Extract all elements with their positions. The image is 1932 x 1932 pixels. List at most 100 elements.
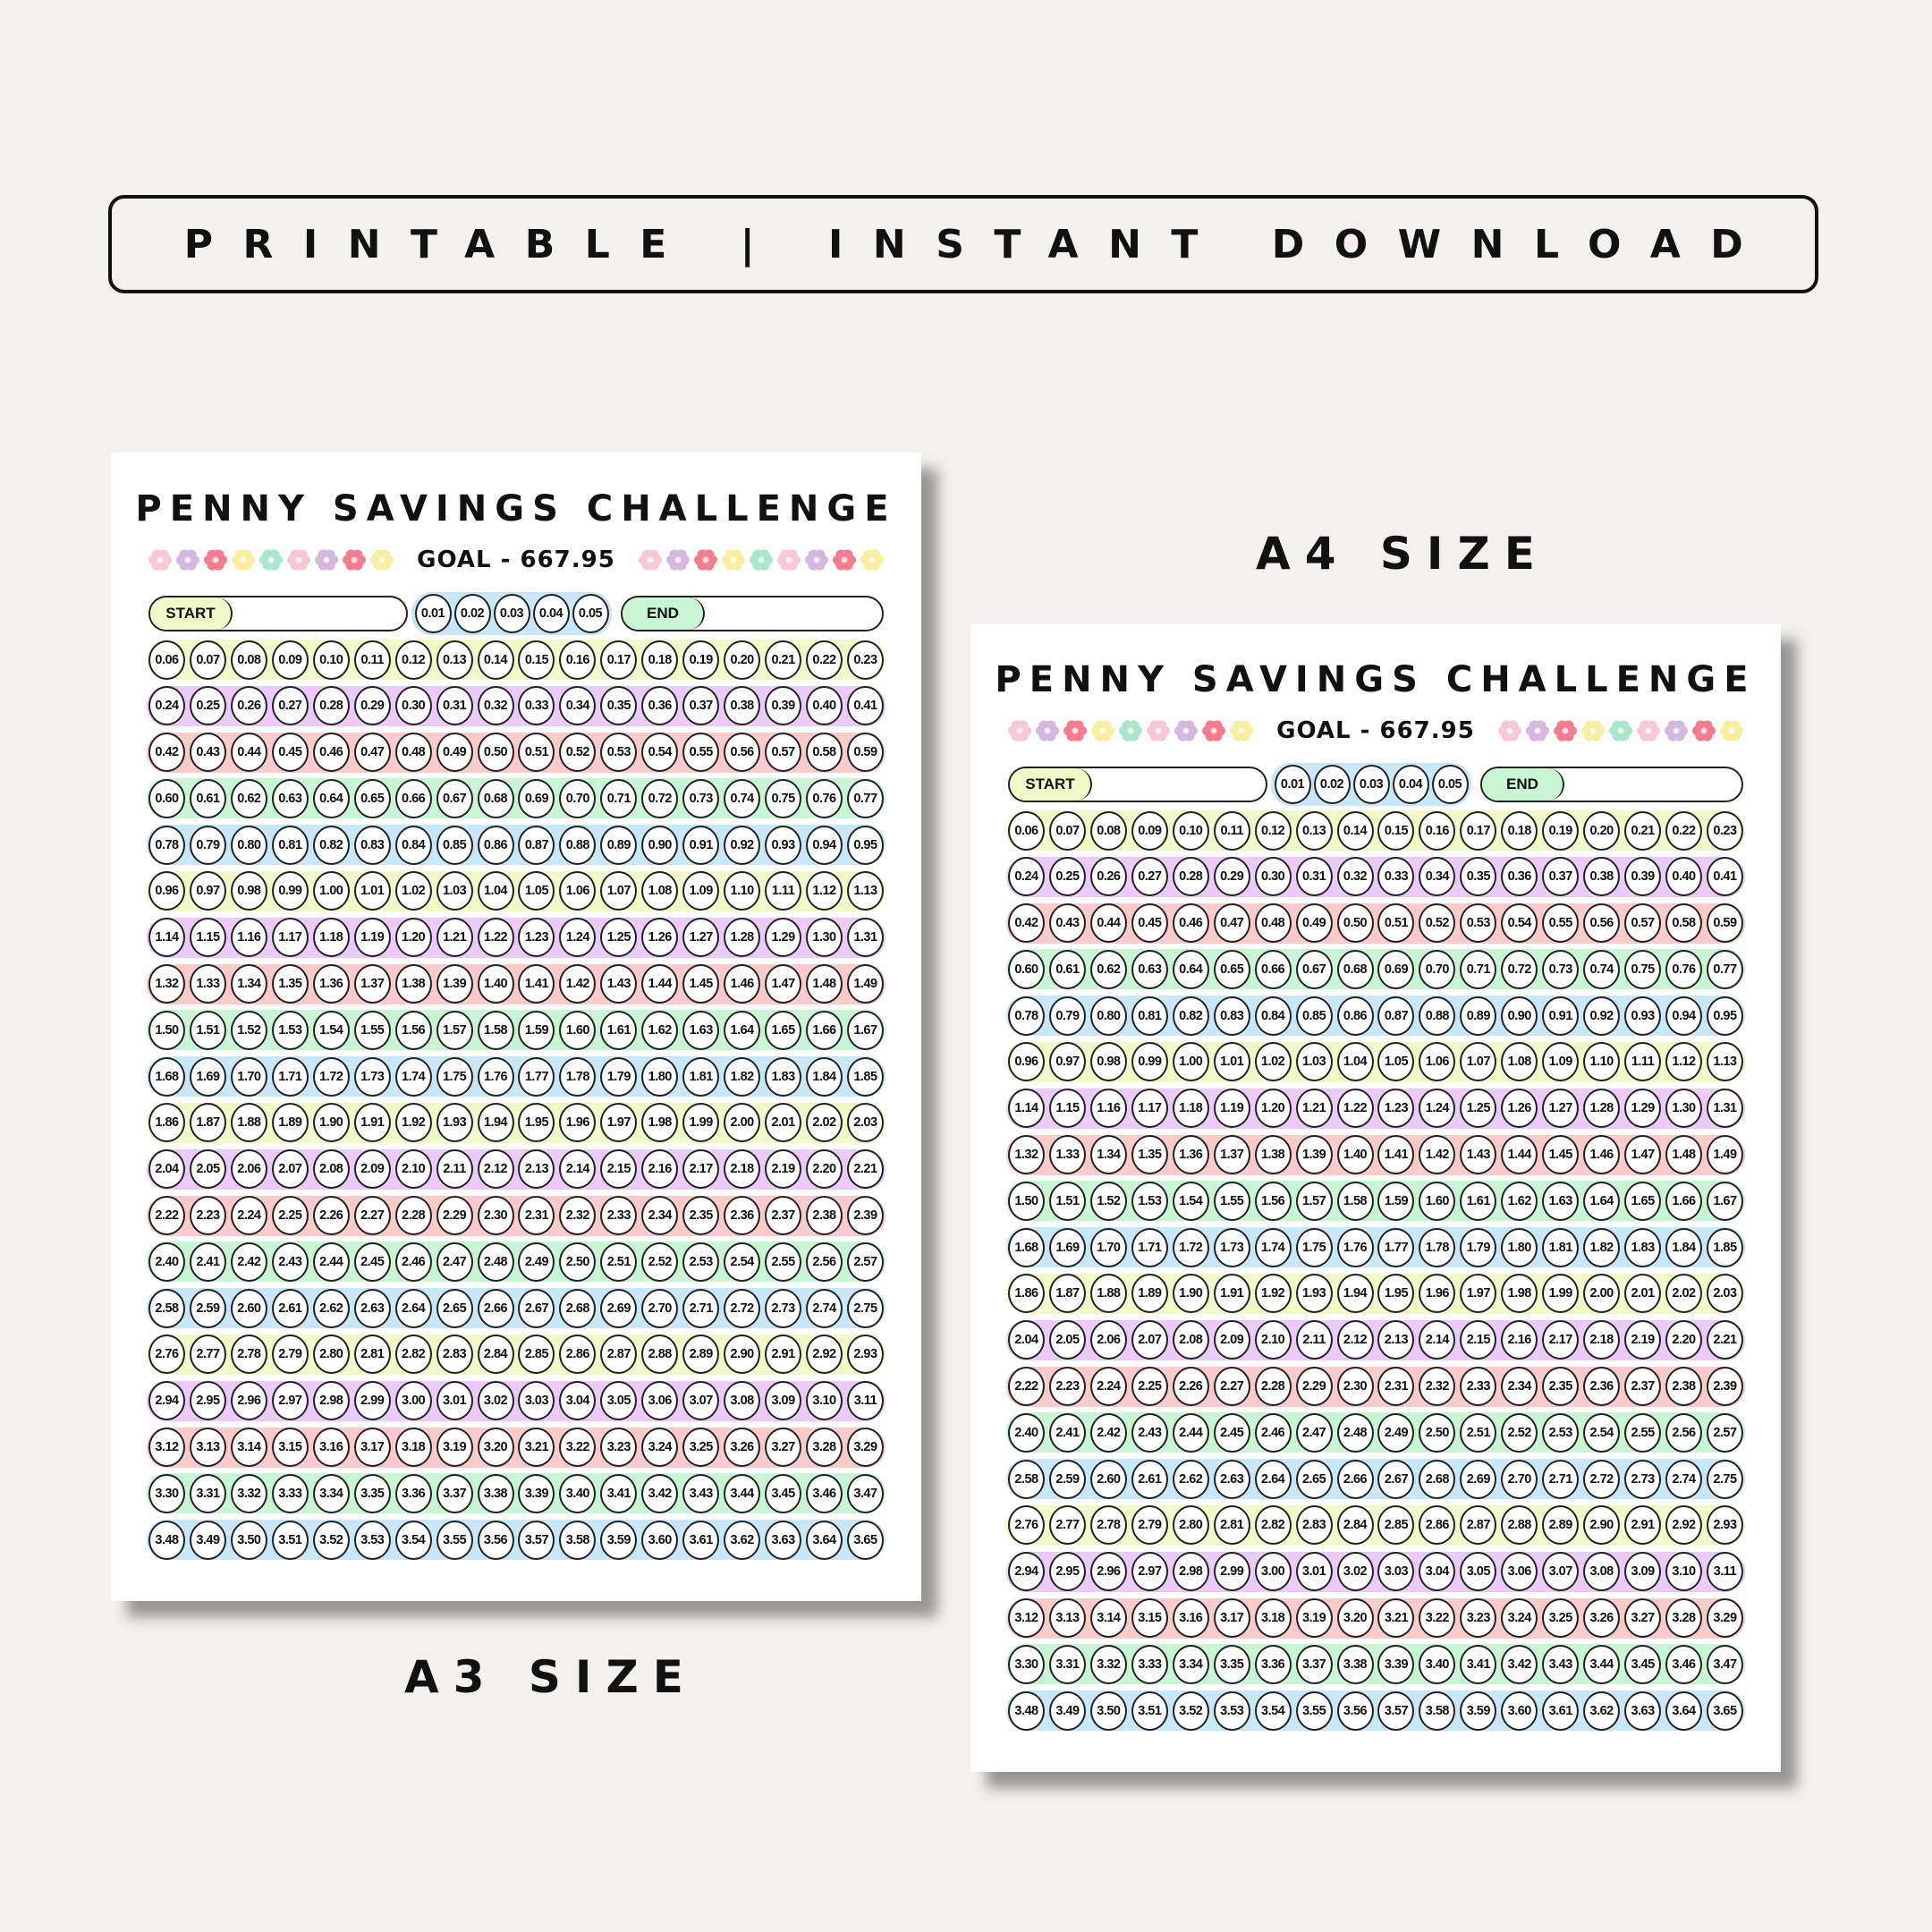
coin-circle[interactable]: 0.20 — [1583, 810, 1621, 851]
coin-circle[interactable]: 3.57 — [518, 1520, 555, 1560]
coin-circle[interactable]: 1.57 — [1295, 1181, 1333, 1221]
coin-circle[interactable]: 0.50 — [477, 733, 514, 773]
coin-circle[interactable]: 3.54 — [1254, 1690, 1292, 1731]
coin-circle[interactable]: 0.19 — [1542, 810, 1580, 851]
coin-circle[interactable]: 3.25 — [1542, 1598, 1580, 1639]
coin-circle[interactable]: 2.11 — [1295, 1320, 1333, 1360]
coin-circle[interactable]: 1.86 — [148, 1103, 185, 1143]
coin-circle[interactable]: 1.89 — [1131, 1274, 1168, 1314]
coin-circle[interactable]: 2.35 — [1542, 1367, 1580, 1407]
coin-circle[interactable]: 0.01 — [414, 594, 452, 633]
coin-circle[interactable]: 2.63 — [353, 1288, 391, 1328]
coin-circle[interactable]: 0.69 — [1377, 949, 1415, 989]
coin-circle[interactable]: 2.98 — [312, 1381, 350, 1421]
coin-circle[interactable]: 1.17 — [1131, 1089, 1168, 1129]
coin-circle[interactable]: 0.60 — [1008, 949, 1045, 989]
coin-circle[interactable]: 2.65 — [1295, 1459, 1333, 1499]
coin-circle[interactable]: 3.02 — [1336, 1552, 1374, 1592]
coin-circle[interactable]: 2.90 — [1583, 1505, 1621, 1546]
coin-circle[interactable]: 3.59 — [600, 1520, 638, 1560]
coin-circle[interactable]: 0.41 — [1706, 857, 1743, 897]
coin-circle[interactable]: 0.31 — [1295, 857, 1333, 897]
coin-circle[interactable]: 0.21 — [765, 640, 802, 680]
coin-circle[interactable]: 3.06 — [641, 1381, 679, 1421]
coin-circle[interactable]: 3.58 — [1419, 1690, 1456, 1731]
coin-circle[interactable]: 0.67 — [436, 778, 473, 818]
coin-circle[interactable]: 1.09 — [1542, 1042, 1580, 1082]
coin-circle[interactable]: 3.11 — [846, 1381, 884, 1421]
coin-circle[interactable]: 1.09 — [682, 871, 720, 911]
coin-circle[interactable]: 3.56 — [477, 1520, 514, 1560]
coin-circle[interactable]: 3.49 — [1048, 1690, 1086, 1731]
coin-circle[interactable]: 1.68 — [148, 1056, 185, 1097]
coin-circle[interactable]: 2.58 — [1008, 1459, 1045, 1499]
coin-circle[interactable]: 1.90 — [1172, 1274, 1209, 1314]
coin-circle[interactable]: 1.96 — [559, 1103, 597, 1143]
coin-circle[interactable]: 2.26 — [1172, 1367, 1209, 1407]
coin-circle[interactable]: 1.59 — [1377, 1181, 1415, 1221]
coin-circle[interactable]: 3.15 — [271, 1428, 309, 1468]
coin-circle[interactable]: 1.27 — [682, 918, 720, 958]
coin-circle[interactable]: 0.62 — [1089, 949, 1127, 989]
coin-circle[interactable]: 3.58 — [559, 1520, 597, 1560]
coin-circle[interactable]: 3.03 — [1377, 1552, 1415, 1592]
coin-circle[interactable]: 2.81 — [1213, 1505, 1250, 1546]
coin-circle[interactable]: 2.57 — [1706, 1412, 1743, 1453]
coin-circle[interactable]: 0.35 — [600, 686, 638, 726]
coin-circle[interactable]: 3.36 — [394, 1473, 432, 1513]
coin-circle[interactable]: 1.19 — [1213, 1089, 1250, 1129]
coin-circle[interactable]: 1.50 — [1008, 1181, 1045, 1221]
coin-circle[interactable]: 3.37 — [436, 1473, 473, 1513]
coin-circle[interactable]: 2.37 — [1624, 1367, 1662, 1407]
coin-circle[interactable]: 2.88 — [641, 1335, 679, 1375]
coin-circle[interactable]: 1.35 — [271, 964, 309, 1004]
coin-circle[interactable]: 3.32 — [1089, 1644, 1127, 1684]
coin-circle[interactable]: 1.08 — [641, 871, 679, 911]
coin-circle[interactable]: 3.16 — [1172, 1598, 1209, 1639]
coin-circle[interactable]: 0.58 — [1665, 903, 1702, 944]
coin-circle[interactable]: 1.85 — [846, 1056, 884, 1097]
coin-circle[interactable]: 0.96 — [1008, 1042, 1045, 1082]
coin-circle[interactable]: 0.20 — [724, 640, 761, 680]
coin-circle[interactable]: 2.41 — [189, 1241, 226, 1282]
coin-circle[interactable]: 3.18 — [394, 1428, 432, 1468]
coin-circle[interactable]: 2.03 — [1706, 1274, 1743, 1314]
coin-circle[interactable]: 3.42 — [1501, 1644, 1538, 1684]
coin-circle[interactable]: 0.30 — [1254, 857, 1292, 897]
coin-circle[interactable]: 0.79 — [189, 825, 226, 865]
coin-circle[interactable]: 2.89 — [682, 1335, 720, 1375]
coin-circle[interactable]: 1.19 — [353, 918, 391, 958]
coin-circle[interactable]: 1.69 — [1048, 1227, 1086, 1267]
coin-circle[interactable]: 1.47 — [1624, 1135, 1662, 1175]
coin-circle[interactable]: 2.82 — [1254, 1505, 1292, 1546]
coin-circle[interactable]: 0.93 — [1624, 996, 1662, 1036]
coin-circle[interactable]: 2.51 — [600, 1241, 638, 1282]
coin-circle[interactable]: 1.28 — [724, 918, 761, 958]
coin-circle[interactable]: 0.94 — [806, 825, 843, 865]
coin-circle[interactable]: 2.87 — [600, 1335, 638, 1375]
coin-circle[interactable]: 3.31 — [1048, 1644, 1086, 1684]
coin-circle[interactable]: 0.79 — [1048, 996, 1086, 1036]
coin-circle[interactable]: 3.46 — [1665, 1644, 1702, 1684]
coin-circle[interactable]: 2.44 — [1172, 1412, 1209, 1453]
coin-circle[interactable]: 0.91 — [682, 825, 720, 865]
coin-circle[interactable]: 0.74 — [724, 778, 761, 818]
coin-circle[interactable]: 0.54 — [641, 733, 679, 773]
coin-circle[interactable]: 0.72 — [1501, 949, 1538, 989]
coin-circle[interactable]: 2.55 — [765, 1241, 802, 1282]
coin-circle[interactable]: 3.53 — [1213, 1690, 1250, 1731]
coin-circle[interactable]: 3.26 — [1583, 1598, 1621, 1639]
coin-circle[interactable]: 1.83 — [1624, 1227, 1662, 1267]
coin-circle[interactable]: 1.94 — [477, 1103, 514, 1143]
coin-circle[interactable]: 3.06 — [1501, 1552, 1538, 1592]
coin-circle[interactable]: 1.34 — [230, 964, 267, 1004]
coin-circle[interactable]: 0.11 — [1213, 810, 1250, 851]
coin-circle[interactable]: 1.05 — [1377, 1042, 1415, 1082]
coin-circle[interactable]: 1.33 — [1048, 1135, 1086, 1175]
coin-circle[interactable]: 2.73 — [765, 1288, 802, 1328]
coin-circle[interactable]: 3.12 — [148, 1428, 185, 1468]
coin-circle[interactable]: 1.56 — [1254, 1181, 1292, 1221]
coin-circle[interactable]: 2.91 — [1624, 1505, 1662, 1546]
coin-circle[interactable]: 1.46 — [724, 964, 761, 1004]
coin-circle[interactable]: 3.10 — [806, 1381, 843, 1421]
